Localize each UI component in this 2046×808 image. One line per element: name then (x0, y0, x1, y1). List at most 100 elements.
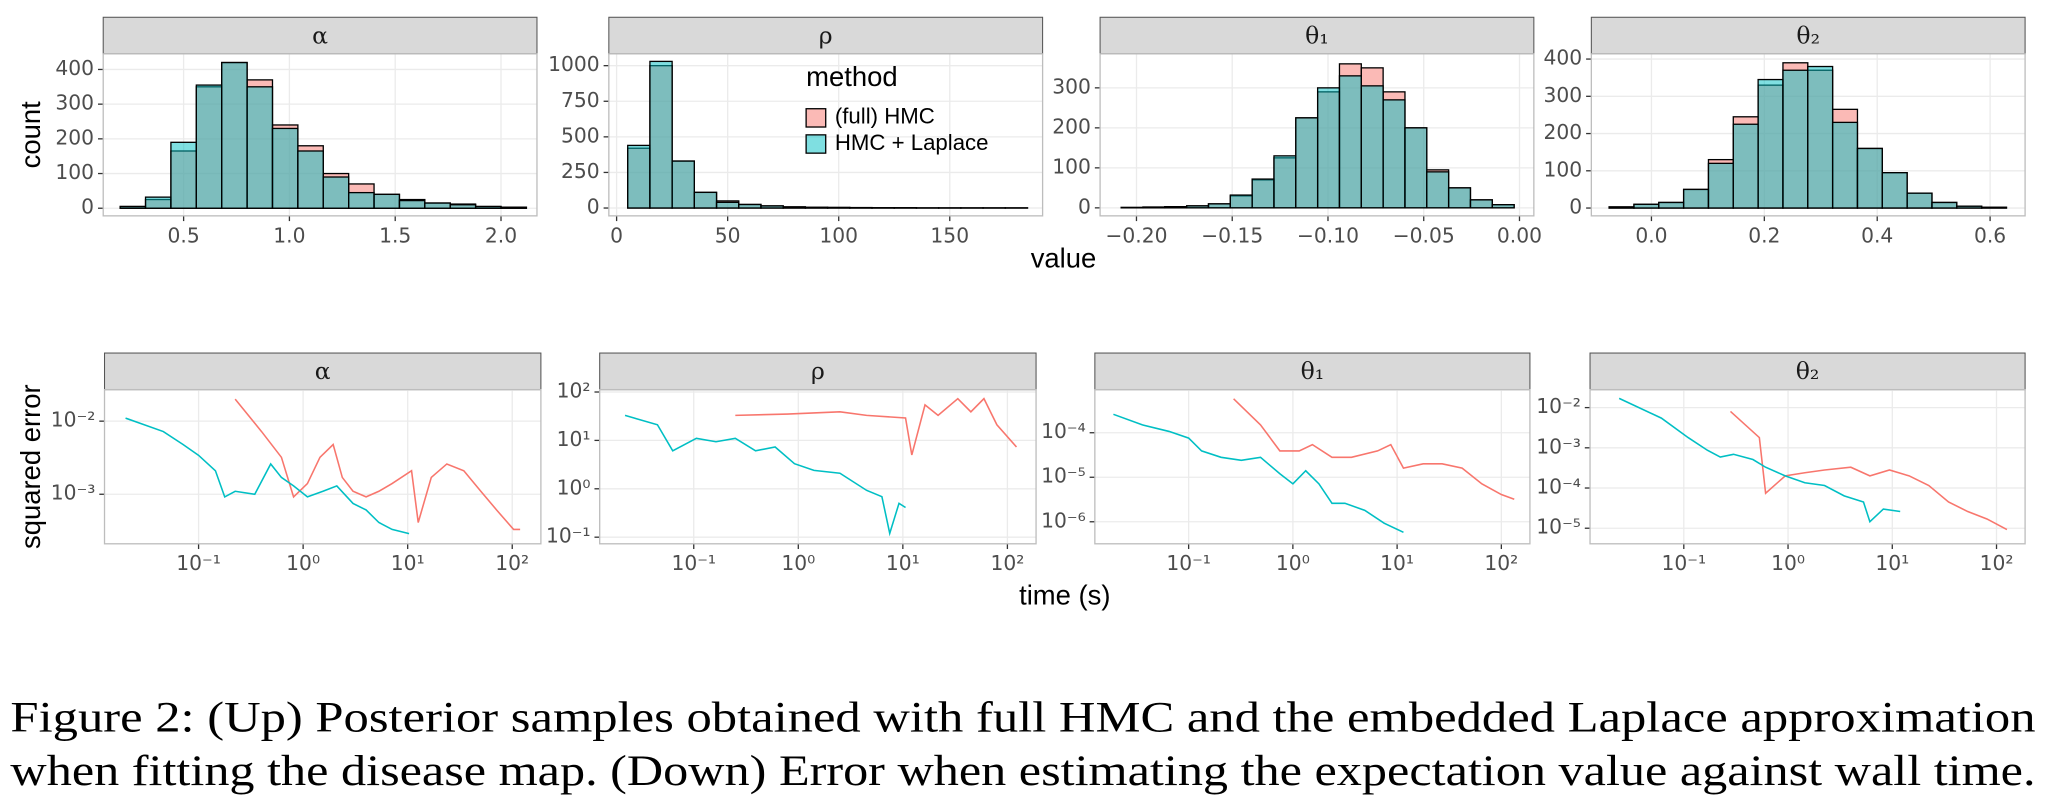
y-tick-label: 10¹ (557, 427, 591, 451)
caption-line: when fitting the disease map. (Down) Err… (10, 748, 2035, 795)
histogram-bar (1185, 205, 1210, 209)
panel-border (608, 53, 1044, 217)
strip (1590, 16, 2026, 55)
histogram-bar (693, 191, 718, 209)
histogram-bar (1229, 194, 1253, 209)
panel-border (1099, 53, 1535, 217)
x-tick-label: 100 (819, 223, 858, 247)
x-axis-title: time (s) (1019, 580, 1110, 611)
x-tick-label: −0.15 (1201, 223, 1263, 247)
panel-border (599, 388, 1037, 545)
histogram-bar (1956, 205, 1983, 209)
x-tick-label: 10² (990, 551, 1024, 575)
histogram-bar (760, 205, 784, 209)
x-tick-label: 1.5 (379, 223, 411, 247)
x-tick-label: 2.0 (485, 223, 517, 247)
x-tick-label: −0.05 (1393, 223, 1455, 247)
histogram-bar (804, 206, 829, 209)
series-line (234, 398, 521, 531)
series-line (1729, 410, 2008, 531)
panel-border (1590, 53, 2026, 217)
y-tick-label: 200 (55, 125, 94, 149)
strip (608, 16, 1044, 55)
x-tick-label: 150 (930, 223, 969, 247)
y-tick-label: 0 (1569, 195, 1582, 219)
histogram-bar (297, 150, 324, 209)
strip-title: α (315, 357, 331, 385)
y-tick-label: 1000 (548, 52, 600, 76)
y-axis-title: squared error (15, 384, 46, 549)
histogram-bar (449, 204, 477, 209)
y-tick-label: 10⁻³ (51, 481, 96, 505)
x-tick-label: 0.0 (1635, 223, 1667, 247)
histogram-bar (1757, 78, 1784, 209)
strip (1094, 352, 1531, 391)
y-tick-label: 10⁻¹ (546, 524, 591, 548)
y-tick-label: 10⁻⁴ (1536, 475, 1581, 499)
histogram-bar (1404, 127, 1428, 209)
x-tick-label: 10¹ (391, 551, 425, 575)
histogram-bar (1142, 206, 1166, 209)
series-line (1113, 413, 1404, 534)
x-tick-label: 10⁻¹ (1166, 551, 1211, 575)
y-tick-label: 200 (1052, 114, 1091, 138)
histogram-bar (1831, 121, 1859, 209)
y-tick-label: 400 (1544, 46, 1583, 70)
y-tick-label: 10⁻² (1536, 394, 1581, 418)
y-tick-label: 300 (55, 91, 94, 115)
y-tick-label: 10⁰ (557, 475, 591, 499)
strip-title: θ₂ (1796, 21, 1820, 49)
histogram-bar (246, 86, 274, 209)
histogram-bar (1426, 171, 1450, 209)
x-tick-label: 10¹ (1380, 551, 1414, 575)
strip-title: θ₂ (1796, 357, 1820, 385)
series-line (735, 397, 1018, 456)
histogram-bar (170, 141, 197, 209)
series-line (1618, 397, 1901, 524)
x-tick-label: 1.0 (273, 223, 305, 247)
histogram-bar (373, 193, 401, 209)
histogram-bar (1906, 192, 1933, 209)
x-tick-label: 10⁻¹ (176, 551, 221, 575)
strip-title: ρ (819, 21, 833, 49)
histogram-bar (627, 144, 651, 209)
legend-key (805, 134, 827, 154)
strip-title: θ₁ (1305, 21, 1329, 49)
histogram-bar (1881, 172, 1908, 209)
histogram-bar (1732, 123, 1759, 209)
y-axis-title: count (15, 101, 46, 168)
histogram-bar (271, 127, 299, 209)
histogram-bar (1491, 204, 1515, 209)
histogram-bar (1251, 178, 1275, 209)
y-tick-label: 10⁻³ (1536, 434, 1581, 458)
histogram-bar (1856, 147, 1883, 209)
y-tick-label: 500 (561, 123, 600, 147)
x-tick-label: 10⁰ (1771, 551, 1805, 575)
y-tick-label: 10⁻⁶ (1041, 508, 1086, 532)
histogram-bar (221, 61, 248, 209)
legend-label: HMC + Laplace (835, 130, 989, 155)
y-tick-label: 750 (561, 88, 600, 112)
histogram-bar (738, 203, 762, 209)
x-tick-label: 50 (715, 223, 741, 247)
y-tick-label: 200 (1544, 120, 1583, 144)
strip (599, 352, 1037, 391)
histogram-bar (1682, 188, 1710, 209)
histogram-bar (322, 176, 350, 209)
series-line (624, 414, 906, 537)
histogram-bar (1207, 203, 1231, 209)
y-tick-label: 100 (1544, 157, 1583, 181)
y-tick-label: 250 (561, 159, 600, 183)
x-tick-label: 10² (495, 551, 529, 575)
x-tick-label: 10² (1484, 551, 1518, 575)
x-tick-label: 10¹ (886, 551, 920, 575)
histogram-bar (1338, 75, 1362, 209)
histogram-bar (398, 199, 426, 209)
histogram-bar (782, 206, 807, 209)
series-line (1233, 398, 1515, 500)
y-tick-label: 10⁻² (51, 408, 96, 432)
y-tick-label: 10⁻⁵ (1536, 515, 1581, 539)
panel-border (103, 388, 542, 545)
plot-area (1590, 389, 2026, 544)
x-tick-label: 0.5 (168, 223, 200, 247)
